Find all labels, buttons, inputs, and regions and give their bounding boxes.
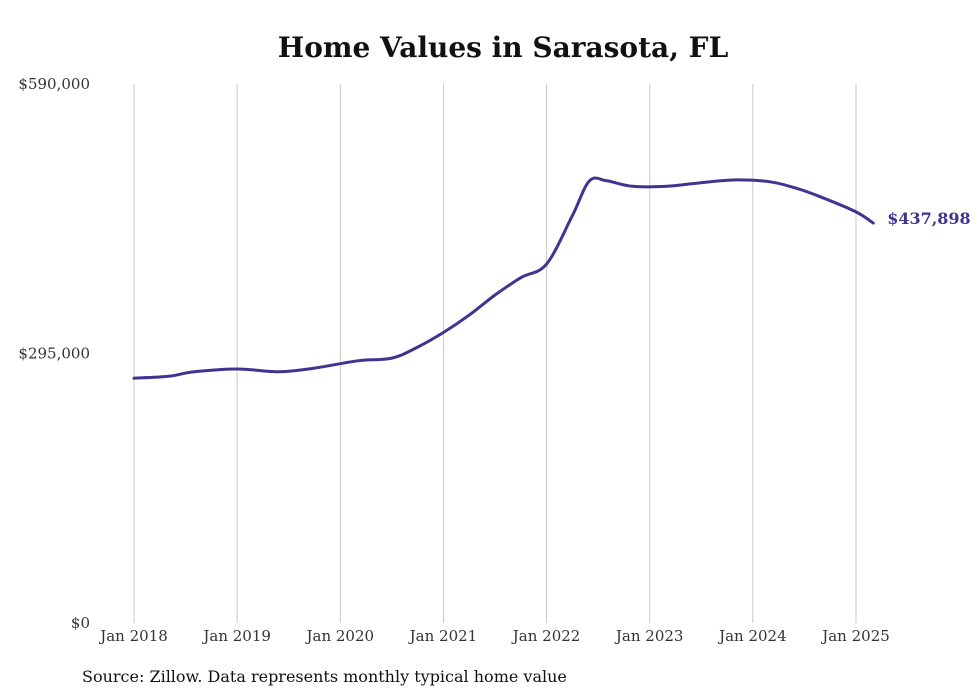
x-tick-label: Jan 2018 [98,627,168,645]
y-tick-label: $0 [71,614,90,632]
home-value-line [132,176,875,380]
x-tick-label: Jan 2022 [511,627,581,645]
annotation-layer: $437,898 [887,209,971,228]
x-tick-label: Jan 2019 [201,627,271,645]
series-layer [132,176,875,380]
grid-layer [133,84,857,623]
y-axis: $0 $295,000 $590,000 [18,75,90,632]
x-tick-label: Jan 2021 [408,627,478,645]
x-tick-label: Jan 2020 [305,627,375,645]
y-tick-label: $590,000 [18,75,90,93]
source-note: Source: Zillow. Data represents monthly … [82,667,567,686]
chart-title: Home Values in Sarasota, FL [277,31,729,64]
x-tick-label: Jan 2025 [820,627,890,645]
x-tick-label: Jan 2023 [614,627,684,645]
y-tick-label: $295,000 [18,345,90,363]
x-axis: Jan 2018 Jan 2019 Jan 2020 Jan 2021 Jan 2022… [98,627,890,645]
end-value-label: $437,898 [887,209,971,228]
x-tick-label: Jan 2024 [717,627,787,645]
